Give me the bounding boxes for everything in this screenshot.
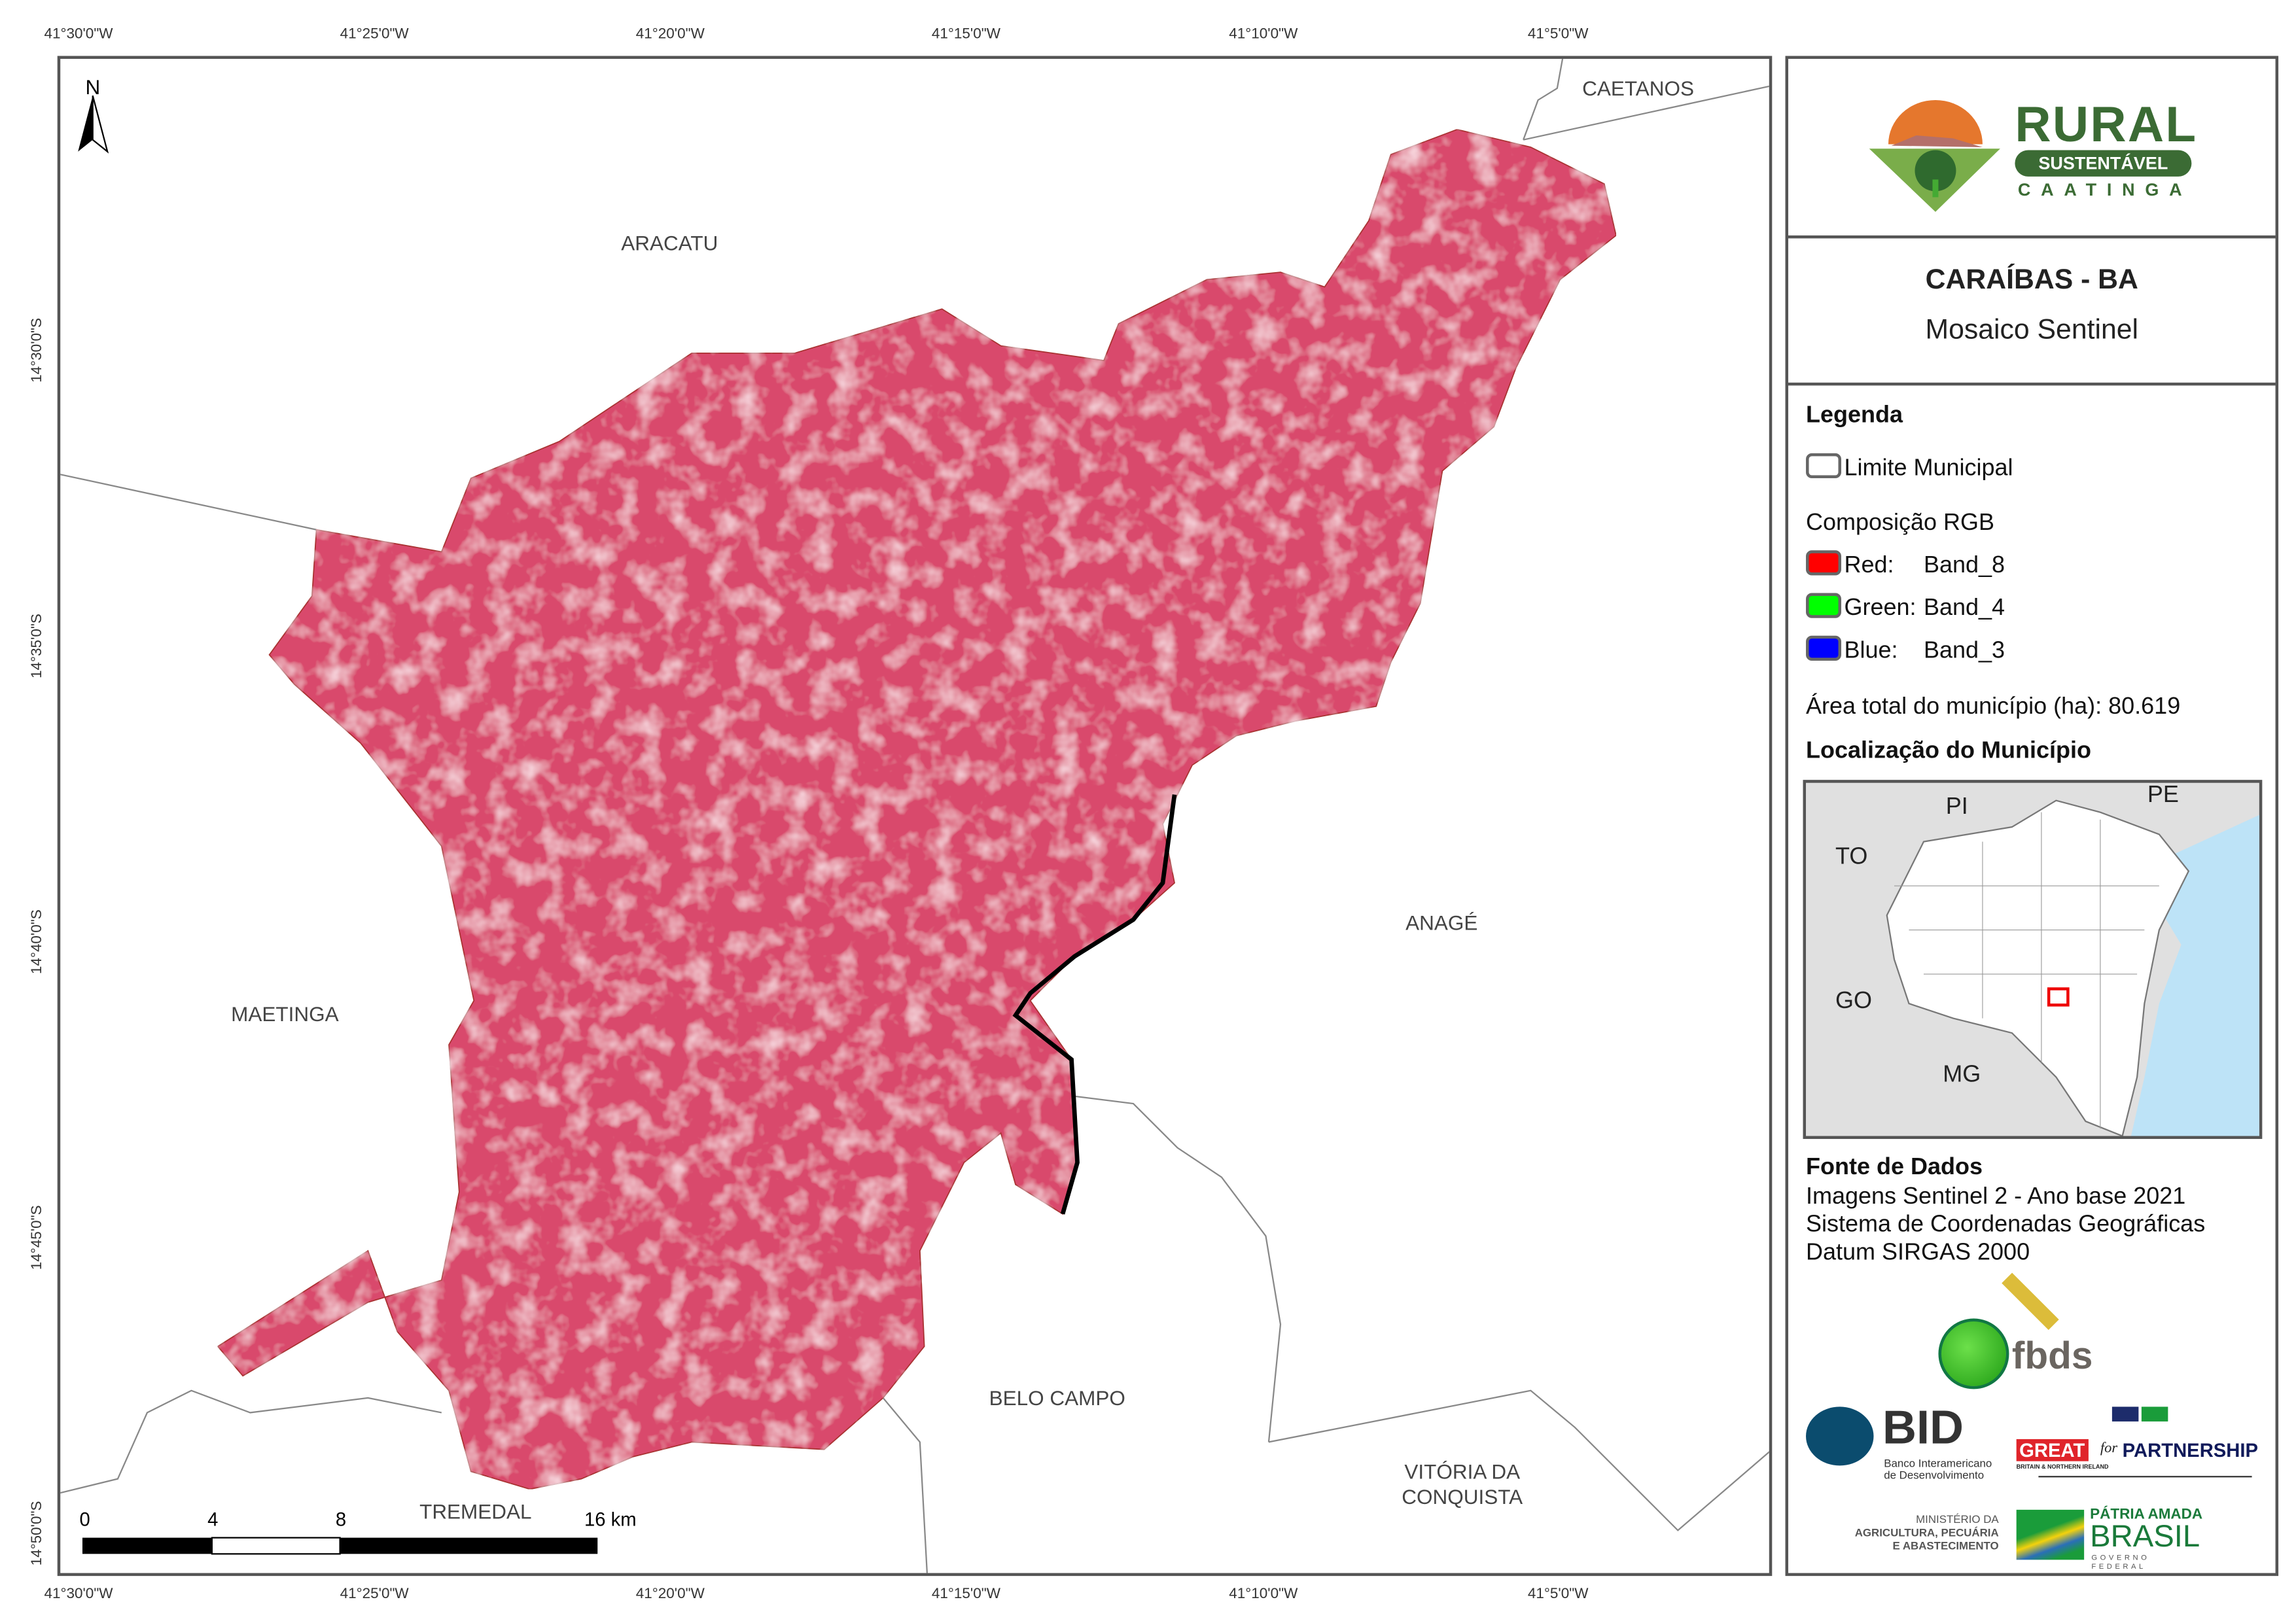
- legend-section: Legenda Limite Municipal Composição RGB …: [1788, 385, 2276, 1571]
- lon-tick: 41°25'0"W: [340, 26, 409, 43]
- logo-section: RURAL SUSTENTÁVEL CAATINGA: [1788, 59, 2276, 239]
- lat-tick: 14°35'0"S: [29, 614, 46, 678]
- boundary-line: [60, 474, 317, 531]
- lon-tick: 41°25'0"W: [340, 1586, 409, 1603]
- red-swatch: [1806, 550, 1841, 576]
- title-section: CARAÍBAS - BA Mosaico Sentinel: [1788, 238, 2276, 386]
- caraibas-municipality: [217, 129, 1617, 1490]
- legend-item-blue: Blue: Band_3: [1806, 635, 2005, 665]
- neighbor-label: ARACATU: [621, 231, 718, 255]
- neighbor-label: VITÓRIA DA CONQUISTA: [1402, 1459, 1523, 1509]
- municipal-boundaries: [60, 58, 1769, 1573]
- boundary-line: [1523, 58, 1564, 141]
- north-arrow-icon: [78, 96, 93, 152]
- fbds-logo: fbds: [1935, 1272, 2112, 1389]
- legend-item-green: Green: Band_4: [1806, 593, 2005, 623]
- lon-tick: 41°5'0"W: [1527, 26, 1589, 43]
- source-line: Datum SIRGAS 2000: [1806, 1240, 2030, 1266]
- lat-tick: 14°50'0"S: [29, 1501, 46, 1566]
- brasil-flag-icon: [2016, 1509, 2085, 1560]
- lon-tick: 41°10'0"W: [1229, 1586, 1298, 1603]
- neighbor-label: TREMEDAL: [419, 1499, 532, 1524]
- boundary-line: [882, 1397, 928, 1573]
- boundary-line: [1523, 85, 1769, 141]
- great-partnership-logo: GREAT for PARTNERSHIP BRITAIN & NORTHERN…: [2016, 1404, 2267, 1485]
- rural-sustentavel-logo-icon: [1869, 99, 2000, 212]
- bid-logo: BID Banco Interamericano de Desenvolvime…: [1806, 1401, 2012, 1489]
- map-subtitle: Mosaico Sentinel: [1925, 315, 2139, 346]
- location-heading: Localização do Município: [1806, 739, 2091, 764]
- scale-tick: 4: [207, 1508, 219, 1531]
- neighbor-label: MAETINGA: [231, 1002, 339, 1026]
- reservoir-edge: [1012, 794, 1177, 1215]
- logo-rural: RURAL: [2015, 97, 2198, 153]
- scale-tick: 0: [79, 1508, 90, 1531]
- lon-tick: 41°20'0"W: [635, 26, 705, 43]
- map-title: CARAÍBAS - BA: [1925, 264, 2138, 296]
- map-frame[interactable]: N CAETANOS ARACATU ANAGÉ MAETINGA BELO C…: [57, 56, 1773, 1577]
- neighbor-label: CAETANOS: [1582, 76, 1695, 100]
- lon-tick: 41°15'0"W: [931, 26, 1000, 43]
- boundary-swatch: [1806, 453, 1841, 479]
- fbds-bar-icon: [2002, 1272, 2059, 1331]
- fbds-circle-icon: [1938, 1318, 2009, 1389]
- lon-tick: 41°15'0"W: [931, 1586, 1000, 1603]
- source-line: Imagens Sentinel 2 - Ano base 2021: [1806, 1184, 2186, 1210]
- uk-flag-icon: [2111, 1406, 2139, 1422]
- lat-tick: 14°30'0"S: [29, 318, 46, 383]
- neighbor-label: ANAGÉ: [1405, 911, 1478, 935]
- boundary-line: [1268, 1389, 1769, 1531]
- blue-swatch: [1806, 635, 1841, 661]
- lon-tick: 41°5'0"W: [1527, 1586, 1589, 1603]
- lon-tick: 41°30'0"W: [44, 26, 113, 43]
- green-swatch: [1806, 593, 1841, 618]
- rgb-heading: Composição RGB: [1806, 510, 1995, 536]
- legend-panel: RURAL SUSTENTÁVEL CAATINGA CARAÍBAS - BA…: [1785, 56, 2279, 1577]
- scale-bar: [82, 1537, 598, 1555]
- neighbor-label: BELO CAMPO: [989, 1386, 1125, 1410]
- lat-tick: 14°45'0"S: [29, 1205, 46, 1270]
- lat-tick: 14°40'0"S: [29, 909, 46, 975]
- scale-tick: 8: [335, 1508, 347, 1531]
- municipality-marker: [2047, 987, 2070, 1007]
- lon-tick: 41°10'0"W: [1229, 26, 1298, 43]
- sources-heading: Fonte de Dados: [1806, 1155, 1983, 1181]
- north-arrow: [78, 95, 109, 154]
- location-inset-map[interactable]: PI PE TO GO MG: [1803, 780, 2263, 1140]
- logo-sustentavel: SUSTENTÁVEL: [2015, 150, 2192, 177]
- brazil-flag-icon: [2141, 1406, 2168, 1422]
- source-line: Sistema de Coordenadas Geográficas: [1806, 1212, 2206, 1238]
- north-label: N: [85, 75, 100, 99]
- map-canvas: N: [60, 58, 1769, 1573]
- legend-heading: Legenda: [1806, 403, 1903, 428]
- boundary-line: [1074, 1095, 1282, 1442]
- mapa-logo: MINISTÉRIO DA AGRICULTURA, PECUÁRIA E AB…: [1854, 1512, 1999, 1553]
- boundary-line: [60, 1389, 442, 1494]
- bid-globe-icon: [1806, 1406, 1874, 1466]
- lon-tick: 41°30'0"W: [44, 1586, 113, 1603]
- lon-tick: 41°20'0"W: [635, 1586, 705, 1603]
- logo-caatinga: CAATINGA: [2017, 179, 2193, 200]
- area-total: Área total do município (ha): 80.619: [1806, 694, 2181, 720]
- legend-item-red: Red: Band_8: [1806, 550, 2005, 580]
- brasil-governo-logo: PÁTRIA AMADA BRASIL GOVERNO FEDERAL: [2016, 1507, 2208, 1571]
- legend-item-boundary: Limite Municipal: [1806, 453, 2013, 483]
- scale-tick: 16 km: [584, 1508, 637, 1531]
